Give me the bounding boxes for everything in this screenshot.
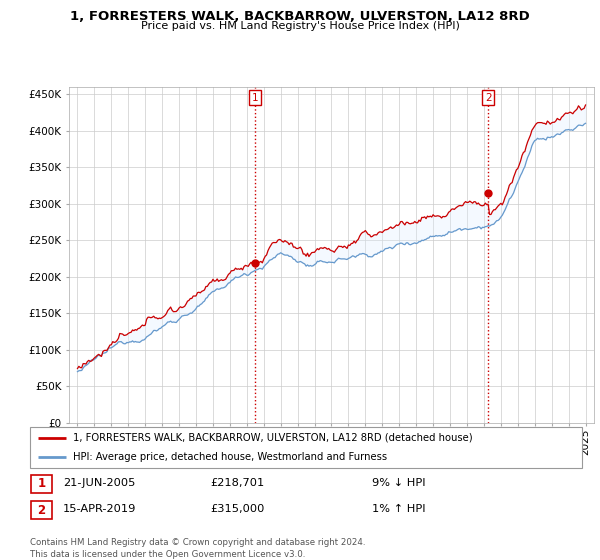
- Text: 1% ↑ HPI: 1% ↑ HPI: [372, 504, 425, 514]
- Text: Price paid vs. HM Land Registry's House Price Index (HPI): Price paid vs. HM Land Registry's House …: [140, 21, 460, 31]
- Text: 9% ↓ HPI: 9% ↓ HPI: [372, 478, 425, 488]
- FancyBboxPatch shape: [31, 501, 52, 519]
- Text: Contains HM Land Registry data © Crown copyright and database right 2024.
This d: Contains HM Land Registry data © Crown c…: [30, 538, 365, 559]
- Text: HPI: Average price, detached house, Westmorland and Furness: HPI: Average price, detached house, West…: [73, 452, 387, 462]
- FancyBboxPatch shape: [31, 475, 52, 493]
- Text: 2: 2: [485, 93, 491, 102]
- Text: 2: 2: [37, 503, 46, 517]
- Text: 15-APR-2019: 15-APR-2019: [63, 504, 136, 514]
- Text: £218,701: £218,701: [210, 478, 264, 488]
- Text: 1, FORRESTERS WALK, BACKBARROW, ULVERSTON, LA12 8RD (detached house): 1, FORRESTERS WALK, BACKBARROW, ULVERSTO…: [73, 433, 473, 443]
- Text: 21-JUN-2005: 21-JUN-2005: [63, 478, 136, 488]
- Text: 1, FORRESTERS WALK, BACKBARROW, ULVERSTON, LA12 8RD: 1, FORRESTERS WALK, BACKBARROW, ULVERSTO…: [70, 10, 530, 23]
- Text: 1: 1: [252, 93, 259, 102]
- Text: £315,000: £315,000: [210, 504, 265, 514]
- Text: 1: 1: [37, 477, 46, 491]
- FancyBboxPatch shape: [30, 427, 582, 468]
